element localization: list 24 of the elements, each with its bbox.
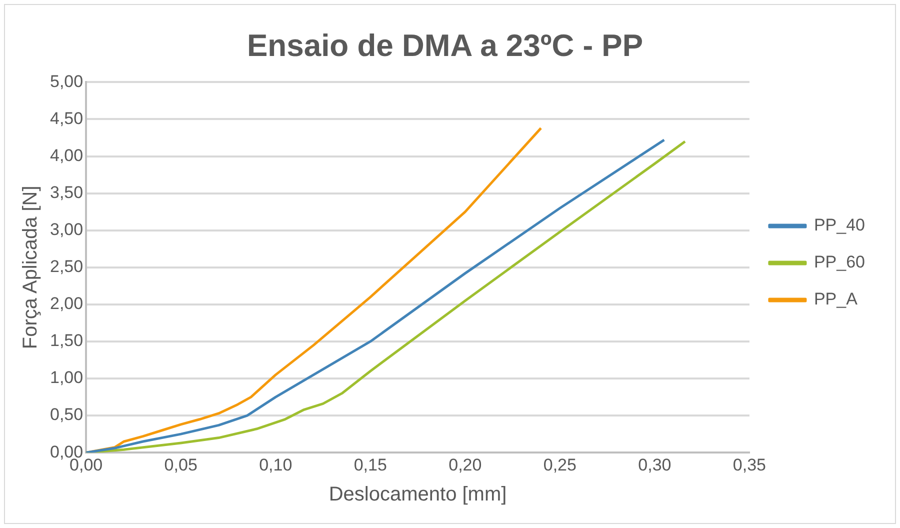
x-axis-title: Deslocamento [mm] [328, 484, 507, 506]
y-axis-title: Força Aplicada [N] [20, 186, 42, 350]
x-tick-label: 0,20 [448, 455, 482, 474]
x-tick-label: 0,15 [354, 455, 387, 474]
x-tick-label: 0,10 [259, 455, 292, 474]
y-tick-label: 2,00 [50, 294, 84, 314]
legend-label: PP_40 [814, 216, 866, 235]
legend-label: PP_A [814, 290, 858, 309]
x-tick-label: 0,30 [638, 455, 672, 474]
y-tick-label: 3,00 [50, 220, 84, 240]
y-tick-label: 1,00 [50, 368, 84, 388]
legend-label: PP_60 [814, 252, 866, 272]
y-tick-label: 0,00 [50, 442, 84, 462]
x-tick-label: 0,05 [164, 455, 198, 474]
y-tick-label: 2,50 [50, 257, 84, 276]
y-tick-label: 0,50 [50, 405, 84, 424]
y-tick-label: 1,50 [50, 331, 84, 350]
x-tick-label: 0,25 [543, 455, 576, 474]
y-tick-label: 3,50 [50, 183, 84, 202]
y-tick-label: 4,00 [50, 146, 84, 165]
chart-title: Ensaio de DMA a 23ºC - PP [246, 28, 644, 64]
y-tick-label: 4,50 [50, 108, 84, 128]
x-tick-label: 0,35 [732, 455, 766, 474]
y-tick-label: 5,00 [50, 72, 84, 91]
